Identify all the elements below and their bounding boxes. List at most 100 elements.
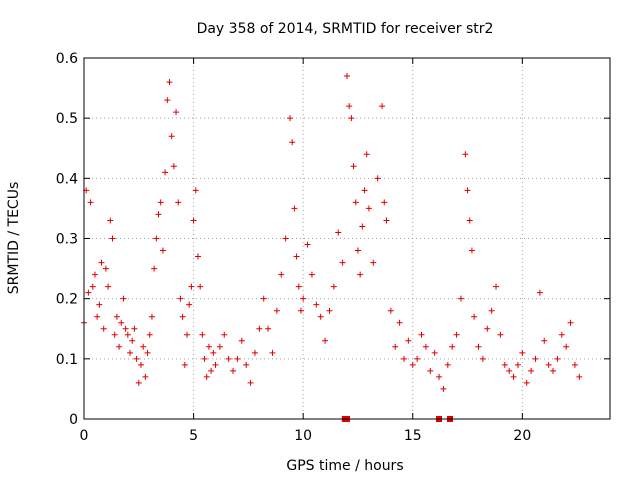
data-point [335,229,342,236]
data-point [497,331,504,338]
data-point [102,265,109,272]
data-point [558,331,565,338]
data-point [243,361,250,368]
data-point [383,217,390,224]
data-point [199,331,206,338]
data-point [293,253,300,260]
data-point [201,355,208,362]
data-point [192,187,199,194]
data-point [127,349,134,356]
data-point [387,307,394,314]
data-point [260,295,267,302]
data-point [501,361,508,368]
data-point [179,313,186,320]
data-point [466,217,473,224]
x-tick-label: 0 [80,428,89,444]
data-point [85,289,92,296]
data-point [175,199,182,206]
data-point [291,205,298,212]
data-point [122,325,129,332]
data-point [109,235,116,242]
data-point [144,349,151,356]
data-point [361,187,368,194]
data-point [536,289,543,296]
data-point [203,373,210,380]
axis-ticks: 0 0.1 0.2 0.3 0.4 0.5 0.6 0 5 10 15 20 [56,51,610,444]
data-point [184,331,191,338]
data-point [348,115,355,122]
data-point [89,283,96,290]
data-point [440,385,447,392]
y-axis-label: SRMTID / TECUs [6,182,22,295]
data-point [326,307,333,314]
data-point [230,367,237,374]
data-point [116,343,123,350]
data-point [197,283,204,290]
data-point [365,205,372,212]
data-point [571,361,578,368]
data-point [205,343,212,350]
data-point [431,349,438,356]
data-point [506,367,513,374]
data-point [164,97,171,104]
data-point [313,301,320,308]
data-point [98,259,105,266]
data-point [137,361,144,368]
data-point [111,331,118,338]
data-point [295,283,302,290]
data-point [177,295,184,302]
data-point [118,319,125,326]
data-point [453,331,460,338]
data-point [157,199,164,206]
data-point [339,259,346,266]
data-point [238,337,245,344]
data-point [510,373,517,380]
data-point [113,313,120,320]
data-point [427,367,434,374]
data-point [148,313,155,320]
data-point [247,379,254,386]
data-point [528,367,535,374]
data-point [282,235,289,242]
data-point [107,217,114,224]
y-tick-label: 0.2 [56,292,78,308]
data-point [297,307,304,314]
data-point [414,355,421,362]
data-point [532,355,539,362]
data-point [256,325,263,332]
data-point [400,355,407,362]
data-point [418,331,425,338]
data-point [422,343,429,350]
data-point [462,151,469,158]
data-point [221,331,228,338]
data-point [468,247,475,254]
x-tick-label: 15 [404,428,422,444]
data-point [133,355,140,362]
data-point [251,349,258,356]
data-point [181,361,188,368]
data-point [304,241,311,248]
data-point [91,271,98,278]
x-axis-label: GPS time / hours [286,458,403,474]
x-tick-label: 10 [294,428,312,444]
data-point [374,175,381,182]
data-point [120,295,127,302]
data-point [330,283,337,290]
data-point [173,109,180,116]
data-point [519,349,526,356]
data-point [352,199,359,206]
data-point [545,361,552,368]
data-point [162,169,169,176]
data-point [563,343,570,350]
data-point [142,373,149,380]
x-tick-label: 20 [513,428,531,444]
data-point [225,355,232,362]
data-point [409,361,416,368]
data-point [479,355,486,362]
data-point [146,331,153,338]
data-point [188,283,195,290]
data-point [129,337,136,344]
data-point [464,187,471,194]
data-point [381,199,388,206]
